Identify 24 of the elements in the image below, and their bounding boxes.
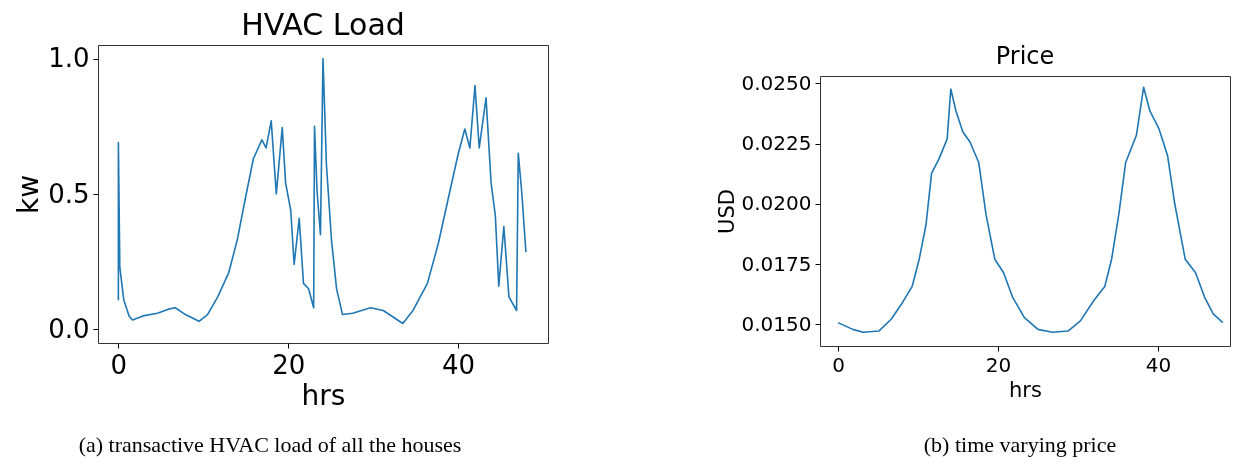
y-tick-label: 1.0 — [48, 43, 90, 74]
line-series — [117, 57, 527, 325]
line-series — [837, 86, 1224, 334]
y-tick-label: 0.0 — [48, 313, 90, 344]
x-axis-title: hrs — [1009, 377, 1042, 402]
y-tick-label: 0.0175 — [741, 251, 812, 276]
x-tick-label: 40 — [1145, 352, 1172, 377]
y-tick-label: 0.0250 — [741, 70, 812, 95]
x-tick-label: 0 — [110, 349, 128, 380]
x-tick-label: 40 — [441, 349, 476, 380]
x-tick-label: 0 — [832, 352, 845, 377]
y-tick-label: 0.0225 — [741, 131, 812, 155]
text: (b) time varying price — [923, 432, 1117, 458]
chart-title: Price — [995, 42, 1055, 71]
text: (a) transactive HVAC load of all the houses — [78, 432, 462, 458]
y-tick-label: 0.0150 — [741, 311, 812, 336]
y-tick-label: 0.0200 — [741, 191, 812, 216]
x-tick-label: 20 — [985, 352, 1012, 377]
y-axis-title: USD — [714, 189, 739, 234]
x-tick-label: 20 — [272, 349, 306, 380]
chart-title: HVAC Load — [241, 7, 405, 42]
x-axis-title: hrs — [301, 378, 346, 412]
y-axis-title: kw — [12, 174, 46, 215]
y-tick-label: 0.5 — [48, 178, 90, 209]
